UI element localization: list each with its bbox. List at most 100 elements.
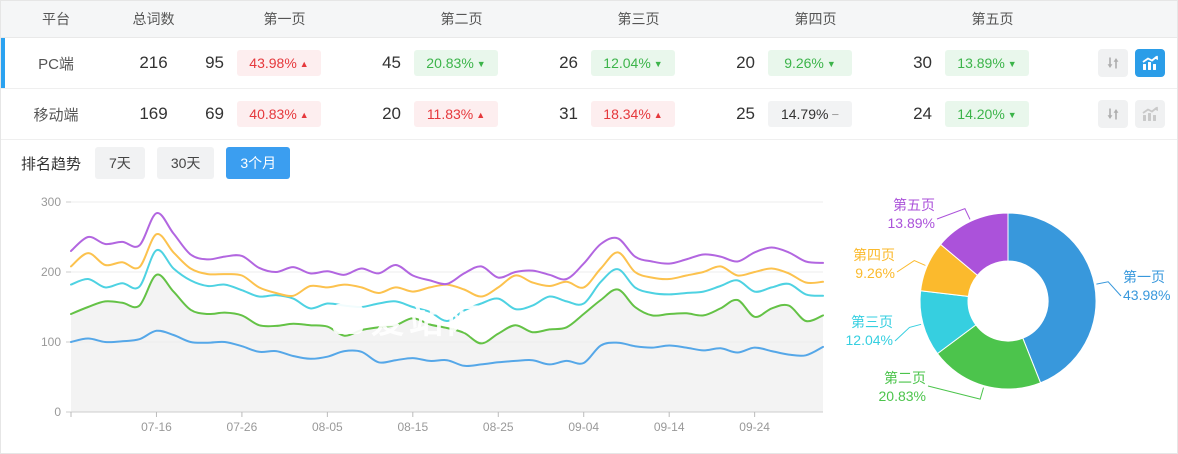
line-chart-svg: 0 100 200 300 07-16 07-26 08-05 08-15 08-25 09-04… xyxy=(41,195,824,434)
pie-leader-line xyxy=(936,207,971,220)
page3-cell: 26 12.04% ▼ xyxy=(550,50,727,76)
area-fill xyxy=(71,274,823,412)
line-purple-top5 xyxy=(70,212,824,286)
trend-line-chart: 0 100 200 300 07-16 07-26 08-05 08-15 08-25 09-04… xyxy=(1,186,846,438)
pct-badge: 12.04% ▼ xyxy=(591,50,675,76)
sort-icon xyxy=(1107,57,1119,69)
pct-value: 43.98% xyxy=(249,55,297,71)
pct-value: 40.83% xyxy=(249,106,297,122)
page-count: 20 xyxy=(736,53,755,72)
page4-cell: 25 14.79% − xyxy=(727,101,904,127)
rise-icon: ▲ xyxy=(299,59,309,69)
fall-icon: ▼ xyxy=(476,59,486,69)
table-row[interactable]: PC端 216 95 43.98% ▲ 45 20.83% ▼ 26 12.04% ▼ 20 9.26%… xyxy=(1,38,1177,89)
col-header-page2: 第二页 xyxy=(440,11,483,27)
page-count: 69 xyxy=(205,104,224,123)
fall-icon: ▼ xyxy=(826,59,836,69)
x-axis-tick-label: 09-14 xyxy=(654,420,685,434)
pct-badge: 43.98% ▲ xyxy=(237,50,321,76)
col-header-page5: 第五页 xyxy=(971,11,1014,27)
rise-icon: ▲ xyxy=(299,110,309,120)
row-active-accent xyxy=(1,38,5,88)
show-chart-button[interactable] xyxy=(1135,49,1165,77)
trend-tab-7d[interactable]: 7天 xyxy=(95,147,145,179)
y-axis-tick-label: 200 xyxy=(41,265,61,279)
pct-badge: 20.83% ▼ xyxy=(414,50,498,76)
table-header: 平台 总词数 第一页 第二页 第三页 第四页 第五页 xyxy=(1,1,1177,38)
x-axis-tick-label: 09-04 xyxy=(568,420,599,434)
pct-value: 18.34% xyxy=(603,106,651,122)
table-body: PC端 216 95 43.98% ▲ 45 20.83% ▼ 26 12.04% ▼ 20 9.26%… xyxy=(1,38,1177,140)
trend-tab-3m[interactable]: 3个月 xyxy=(226,147,291,179)
x-axis-tick-label: 07-26 xyxy=(227,420,258,434)
page-count: 20 xyxy=(382,104,401,123)
pie-label-value: 43.98% xyxy=(1123,287,1171,303)
col-header-page4: 第四页 xyxy=(794,11,837,27)
trend-title: 排名趋势 xyxy=(21,155,82,173)
x-axis-tick-label: 08-15 xyxy=(397,420,428,434)
sort-button[interactable] xyxy=(1098,100,1128,128)
pie-leader-line xyxy=(896,260,926,273)
pie-leader-line xyxy=(927,385,984,400)
fall-icon: ▼ xyxy=(653,59,663,69)
pie-label-value: 20.83% xyxy=(878,388,926,404)
fall-icon: ▼ xyxy=(1007,59,1017,69)
x-axis-tick-label: 07-16 xyxy=(141,420,172,434)
col-header-total: 总词数 xyxy=(132,11,175,27)
pie-label-第五页: 第五页 13.89% xyxy=(888,196,935,232)
page-count: 45 xyxy=(382,53,401,72)
rise-icon: ▲ xyxy=(476,110,486,120)
page-count: 31 xyxy=(559,104,578,123)
trend-range-tabs: 7天 30天 3个月 xyxy=(95,147,291,179)
y-axis-tick-label: 300 xyxy=(41,195,61,209)
pie-label-name: 第三页 xyxy=(851,314,893,330)
page3-cell: 31 18.34% ▲ xyxy=(550,101,727,127)
page1-cell: 69 40.83% ▲ xyxy=(196,101,373,127)
row-actions xyxy=(1081,100,1177,128)
col-header-page3: 第三页 xyxy=(617,11,660,27)
pie-chart-svg xyxy=(894,207,1122,400)
flat-icon: − xyxy=(831,107,840,122)
pie-label-name: 第二页 xyxy=(884,370,926,386)
page5-cell: 30 13.89% ▼ xyxy=(904,50,1081,76)
pct-value: 9.26% xyxy=(784,55,824,71)
pct-value: 13.89% xyxy=(957,55,1005,71)
pct-badge: 40.83% ▲ xyxy=(237,101,321,127)
page-count: 24 xyxy=(913,104,932,123)
pct-value: 14.79% xyxy=(780,106,829,122)
chart-icon xyxy=(1142,55,1158,70)
pie-label-value: 12.04% xyxy=(845,332,893,348)
page-distribution-pie: 第一页 43.98% 第二页 20.83% 第三页 12.04% 第四页 9.26% 第五页 13… xyxy=(846,186,1176,438)
pie-label-name: 第一页 xyxy=(1123,269,1165,285)
x-axis-tick-label: 08-05 xyxy=(312,420,343,434)
pie-label-value: 9.26% xyxy=(855,265,895,281)
pct-badge: 11.83% ▲ xyxy=(414,101,498,127)
pct-badge: 9.26% ▼ xyxy=(768,50,852,76)
line-yellow-top4 xyxy=(70,233,824,298)
sort-button[interactable] xyxy=(1098,49,1128,77)
fall-icon: ▼ xyxy=(1007,110,1017,120)
pie-slice-第二页[interactable] xyxy=(936,324,1042,390)
line-cyan-top3 xyxy=(70,249,824,323)
trend-bar: 排名趋势 7天 30天 3个月 xyxy=(1,140,1177,186)
platform-cell: PC端 xyxy=(38,55,74,73)
pie-label-第四页: 第四页 9.26% xyxy=(853,246,895,282)
pie-slice-第一页[interactable] xyxy=(1007,212,1097,384)
show-chart-button[interactable] xyxy=(1135,100,1165,128)
pct-value: 12.04% xyxy=(603,55,651,71)
line-green-top2 xyxy=(70,273,824,345)
rise-icon: ▲ xyxy=(653,110,663,120)
line-blue-top1 xyxy=(70,329,824,367)
page4-cell: 20 9.26% ▼ xyxy=(727,50,904,76)
x-axis-tick-label: 09-24 xyxy=(739,420,770,434)
pie-slice-第五页[interactable] xyxy=(939,212,1009,277)
pie-label-第二页: 第二页 20.83% xyxy=(879,369,926,405)
table-row[interactable]: 移动端 169 69 40.83% ▲ 20 11.83% ▲ 31 18.34% ▲ 25 14.79… xyxy=(1,89,1177,140)
y-axis-tick-label: 100 xyxy=(41,335,61,349)
trend-tab-30d[interactable]: 30天 xyxy=(156,147,215,179)
total-words-cell: 216 xyxy=(139,53,168,72)
pct-badge: 14.20% ▼ xyxy=(945,101,1029,127)
chart-icon xyxy=(1142,106,1158,121)
pie-leader-line xyxy=(1096,281,1122,297)
